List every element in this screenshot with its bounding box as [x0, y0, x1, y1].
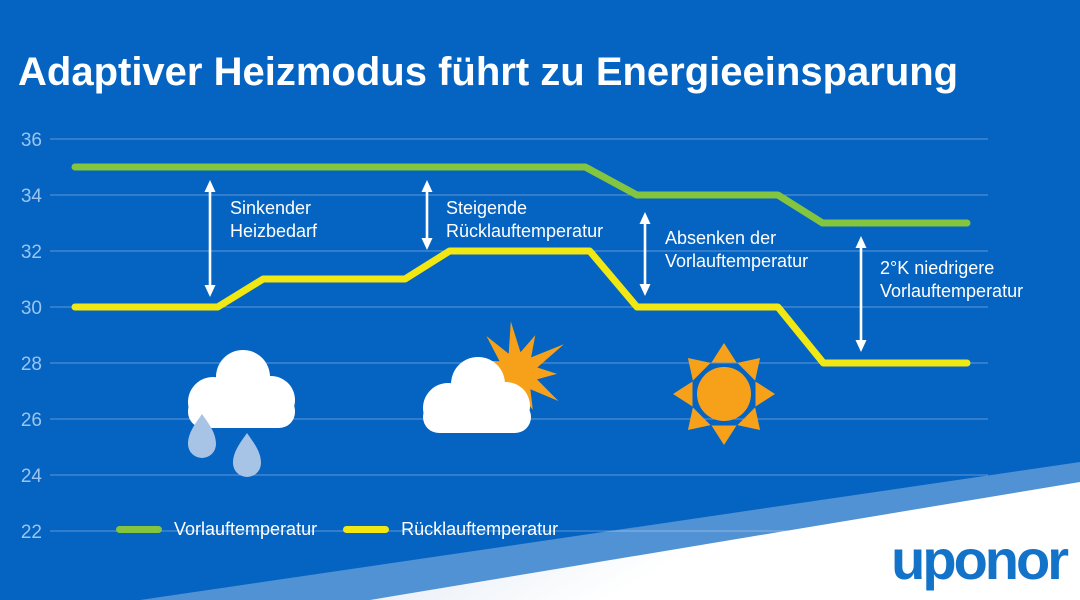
y-axis-tick-label: 22 [21, 522, 42, 543]
y-axis-tick-label: 28 [21, 354, 42, 375]
annotation-line: Absenken der [665, 228, 777, 248]
sun-icon [673, 343, 775, 445]
annotation-sinkender-heizbedarf: Sinkender Heizbedarf [230, 197, 317, 243]
annotation-line: Sinkender [230, 198, 312, 218]
grid-layer: 36 34 32 30 28 26 24 22 [21, 130, 988, 543]
annotation-steigende-ruecklauftemperatur: Steigende Rücklauftemperatur [446, 197, 603, 243]
legend-item-ruecklauftemperatur: Rücklauftemperatur [343, 519, 558, 540]
legend-label: Rücklauftemperatur [401, 519, 559, 539]
page-title: Adaptiver Heizmodus führt zu Energieeins… [18, 50, 959, 94]
double-arrow-icon [639, 212, 651, 296]
series-line-vorlauftemperatur [71, 163, 971, 227]
y-axis-tick-label: 34 [21, 186, 43, 207]
y-axis-tick-label: 24 [21, 466, 43, 487]
cloud-with-sun-icon [423, 321, 564, 433]
legend: Vorlauftemperatur Rücklauftemperatur [116, 519, 558, 540]
annotation-line: Vorlauftemperatur [880, 281, 1024, 301]
double-arrow-icon [421, 180, 433, 250]
annotation-absenken-vorlauftemperatur: Absenken der Vorlauftemperatur [665, 227, 808, 273]
double-arrow-icon [855, 236, 867, 352]
annotation-line: Heizbedarf [230, 221, 318, 241]
rain-cloud-icon [188, 350, 295, 428]
y-axis-tick-label: 30 [21, 298, 42, 319]
vorlauftemperatur-swatch-icon [116, 526, 162, 533]
annotation-line: Vorlauftemperatur [665, 251, 809, 271]
y-axis-tick-label: 32 [21, 242, 42, 263]
annotation-line: Steigende [446, 198, 528, 218]
y-axis-tick-label: 26 [21, 410, 42, 431]
annotation-2k-niedrigere-vorlauftemperatur: 2°K niedrigere Vorlauftemperatur [880, 257, 1023, 303]
ruecklauftemperatur-swatch-icon [343, 526, 390, 533]
annotation-line: Rücklauftemperatur [446, 221, 604, 241]
double-arrow-icon [204, 180, 216, 297]
series-line-rücklauftemperatur [71, 247, 971, 367]
uponor-logo: uponor [891, 528, 1069, 591]
series-layer [71, 163, 971, 367]
annotation-arrows [204, 180, 867, 352]
y-axis-tick-label: 36 [21, 130, 42, 151]
legend-item-vorlauftemperatur: Vorlauftemperatur [116, 519, 317, 540]
raindrop-icon [188, 414, 216, 458]
annotation-line: 2°K niedrigere [880, 258, 995, 278]
legend-label: Vorlauftemperatur [174, 519, 318, 539]
raindrop-icon [233, 433, 261, 477]
